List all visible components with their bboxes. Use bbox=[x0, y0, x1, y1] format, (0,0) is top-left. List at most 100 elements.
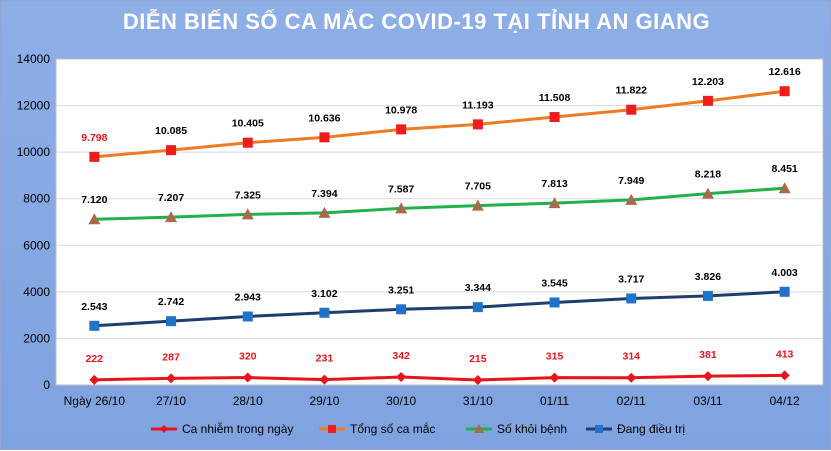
data-point bbox=[778, 182, 791, 194]
data-label: 7.705 bbox=[465, 181, 491, 193]
y-tick-label: 12000 bbox=[17, 99, 51, 113]
data-label: 3.826 bbox=[695, 271, 721, 283]
y-tick-label: 10000 bbox=[17, 145, 51, 159]
data-point bbox=[549, 112, 560, 123]
data-label: 2.943 bbox=[235, 291, 261, 303]
legend-item[interactable]: Tổng số ca mắc bbox=[319, 421, 435, 436]
data-label: 8.451 bbox=[772, 163, 798, 175]
data-point bbox=[89, 374, 100, 385]
data-label: 10.978 bbox=[385, 104, 417, 116]
data-label: 9.798 bbox=[81, 132, 107, 144]
x-tick-label: 30/10 bbox=[386, 394, 416, 408]
data-point bbox=[472, 119, 483, 130]
data-label: 11.508 bbox=[539, 92, 571, 104]
data-label: 7.587 bbox=[388, 183, 414, 195]
data-point bbox=[242, 311, 253, 322]
data-point bbox=[396, 124, 407, 135]
data-label: 231 bbox=[316, 353, 334, 365]
data-point bbox=[319, 307, 330, 318]
data-point bbox=[241, 208, 254, 220]
legend-label: Đang điều trị bbox=[617, 422, 685, 436]
legend-item[interactable]: Số khỏi bệnh bbox=[466, 422, 567, 436]
y-tick-label: 4000 bbox=[23, 285, 50, 299]
x-tick-label: 29/10 bbox=[309, 394, 339, 408]
plot-area bbox=[55, 58, 824, 386]
legend-marker bbox=[474, 424, 484, 433]
legend[interactable]: Ca nhiễm trong ngày Tổng số ca mắc Số khỏi… bbox=[151, 421, 685, 436]
data-point bbox=[166, 373, 177, 384]
data-label: 2.543 bbox=[81, 301, 107, 313]
data-point bbox=[626, 372, 637, 383]
legend-label: Tổng số ca mắc bbox=[350, 421, 435, 436]
data-label: 7.394 bbox=[311, 188, 337, 200]
data-point bbox=[549, 372, 560, 383]
data-point bbox=[472, 302, 483, 313]
data-label: 7.207 bbox=[158, 192, 184, 204]
data-point bbox=[472, 374, 483, 385]
series-line bbox=[94, 89, 785, 159]
data-label: 413 bbox=[776, 348, 794, 360]
data-label: 7.325 bbox=[235, 189, 261, 201]
data-point bbox=[242, 137, 253, 148]
data-point bbox=[318, 206, 331, 218]
data-point bbox=[242, 372, 253, 383]
data-point bbox=[395, 202, 408, 214]
x-tick-label: 03/11 bbox=[693, 394, 722, 408]
data-label: 4.003 bbox=[772, 267, 798, 279]
chart-title: DIỄN BIẾN SỐ CA MẮC COVID-19 TẠI TỈNH AN… bbox=[122, 9, 711, 34]
x-tick-label: Ngày 26/10 bbox=[64, 394, 126, 408]
series-line bbox=[94, 186, 785, 221]
data-label: 381 bbox=[699, 349, 717, 361]
data-label: 10.085 bbox=[155, 125, 187, 137]
data-point bbox=[779, 286, 790, 297]
series-line bbox=[94, 373, 785, 382]
gridlines bbox=[56, 105, 823, 339]
x-tick-label: 02/11 bbox=[617, 394, 646, 408]
data-point bbox=[88, 213, 101, 225]
series-line bbox=[94, 290, 785, 328]
x-tick-label: 04/12 bbox=[770, 394, 800, 408]
data-point bbox=[779, 370, 790, 381]
data-label: 315 bbox=[546, 351, 564, 363]
x-tick-label: 31/10 bbox=[463, 394, 493, 408]
data-point bbox=[165, 211, 178, 223]
x-axis: Ngày 26/10 27/10 28/10 29/10 30/10 31/10 01/11… bbox=[56, 384, 823, 408]
data-point bbox=[396, 304, 407, 315]
data-point bbox=[626, 104, 637, 115]
data-label: 11.193 bbox=[462, 99, 494, 111]
data-point bbox=[702, 371, 713, 382]
data-point bbox=[89, 320, 100, 331]
data-label: 3.251 bbox=[388, 284, 414, 296]
data-label: 3.717 bbox=[618, 273, 644, 285]
data-point bbox=[701, 187, 714, 199]
data-label: 12.616 bbox=[769, 66, 801, 78]
x-tick-label: 27/10 bbox=[156, 394, 186, 408]
data-point bbox=[89, 151, 100, 162]
data-label: 10.636 bbox=[308, 112, 340, 124]
data-label: 8.218 bbox=[695, 169, 721, 181]
data-label: 3.545 bbox=[541, 277, 567, 289]
data-label: 11.822 bbox=[615, 85, 647, 97]
data-point bbox=[548, 197, 561, 209]
data-label: 222 bbox=[86, 353, 104, 365]
data-point bbox=[166, 316, 177, 327]
y-tick-label: 2000 bbox=[23, 331, 50, 345]
y-axis: 0 2000 4000 6000 8000 10000 12000 14000 bbox=[17, 52, 51, 392]
data-point bbox=[166, 145, 177, 156]
data-label: 12.203 bbox=[692, 76, 724, 88]
data-point bbox=[779, 86, 790, 97]
legend-marker bbox=[595, 425, 603, 433]
data-label: 342 bbox=[392, 350, 410, 362]
data-point bbox=[396, 372, 407, 383]
data-label: 314 bbox=[622, 351, 640, 363]
y-tick-label: 8000 bbox=[23, 192, 50, 206]
legend-item[interactable]: Đang điều trị bbox=[586, 422, 685, 436]
data-label: 215 bbox=[469, 353, 487, 365]
x-tick-label: 01/11 bbox=[540, 394, 569, 408]
y-tick-label: 14000 bbox=[17, 52, 51, 66]
legend-item[interactable]: Ca nhiễm trong ngày bbox=[151, 421, 293, 436]
data-labels: 222 287 320 231 342 215 315 314 381 413 9.798 10.08… bbox=[81, 66, 801, 365]
data-label: 2.742 bbox=[158, 296, 184, 308]
data-point bbox=[471, 199, 484, 211]
